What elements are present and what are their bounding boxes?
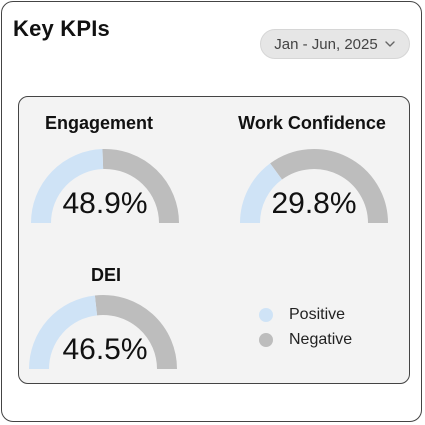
- legend-label-negative: Negative: [289, 331, 353, 348]
- legend-item-positive: Positive: [259, 306, 345, 324]
- card-title: Key KPIs: [13, 16, 110, 41]
- gauge-negative-arc: [270, 149, 388, 224]
- kpi-label-work-confidence: Work Confidence: [238, 113, 386, 133]
- kpi-label-dei: DEI: [90, 265, 122, 285]
- kpi-panel: Engagement 48.9% Work Confidence 29.8% D…: [18, 96, 410, 384]
- gauge-dei: [29, 295, 177, 370]
- gauge-positive-arc: [29, 295, 98, 370]
- gauge-negative-arc: [94, 295, 177, 370]
- chevron-down-icon: [384, 38, 396, 50]
- legend-label-positive: Positive: [289, 306, 346, 323]
- legend-item-negative: Negative: [259, 331, 352, 349]
- kpi-label-engagement: Engagement: [44, 113, 154, 133]
- gauge-positive-arc: [240, 163, 283, 224]
- gauge-positive-arc: [31, 149, 104, 224]
- gauge-engagement: [31, 149, 179, 224]
- gauge-negative-arc: [102, 149, 179, 224]
- kpi-value-engagement: 48.9%: [62, 187, 148, 220]
- date-range-select[interactable]: Jan - Jun, 2025: [260, 29, 410, 59]
- kpi-value-dei: 46.5%: [62, 333, 148, 366]
- gauge-work-confidence: [240, 149, 388, 224]
- legend-swatch-negative: [259, 333, 273, 347]
- legend-swatch-positive: [259, 308, 273, 322]
- kpi-value-work-confidence: 29.8%: [271, 187, 357, 220]
- date-range-value: Jan - Jun, 2025: [274, 35, 378, 53]
